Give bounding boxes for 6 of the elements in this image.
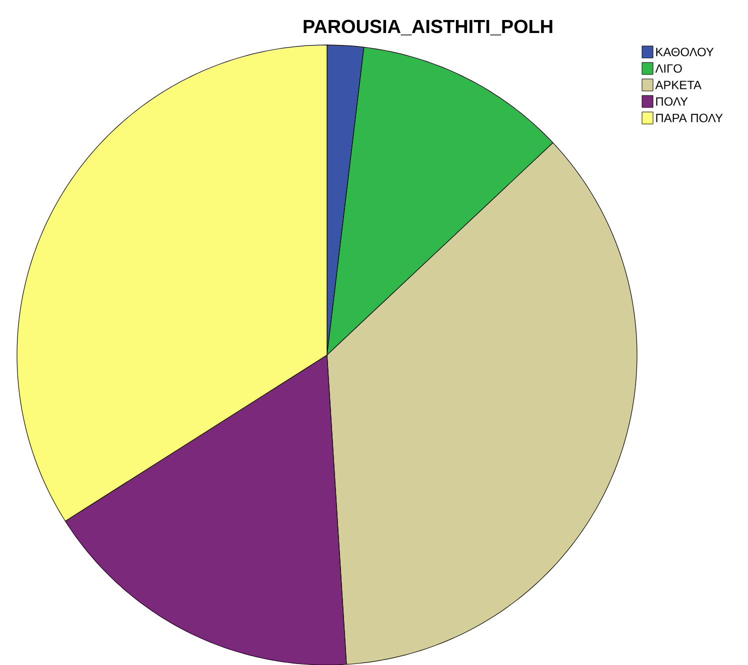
legend-label: ΑΡΚΕΤΑ xyxy=(655,80,702,89)
chart-title: PAROUSIA_AISTHITI_POLH xyxy=(304,20,552,36)
legend-label: ΠΟΛΥ xyxy=(656,97,688,106)
legend-label: ΠΑΡΑ ΠΟΛΥ xyxy=(656,114,723,122)
legend-label: ΛΙΓΟ xyxy=(655,64,682,73)
legend-label: ΚΑΘΟΛΟΥ xyxy=(656,48,714,56)
